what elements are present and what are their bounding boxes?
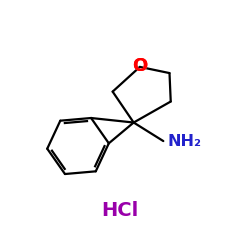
Text: O: O [132, 57, 148, 75]
Text: O: O [132, 57, 148, 75]
Text: O: O [132, 57, 148, 75]
Text: NH₂: NH₂ [167, 134, 201, 148]
Text: HCl: HCl [102, 201, 139, 220]
